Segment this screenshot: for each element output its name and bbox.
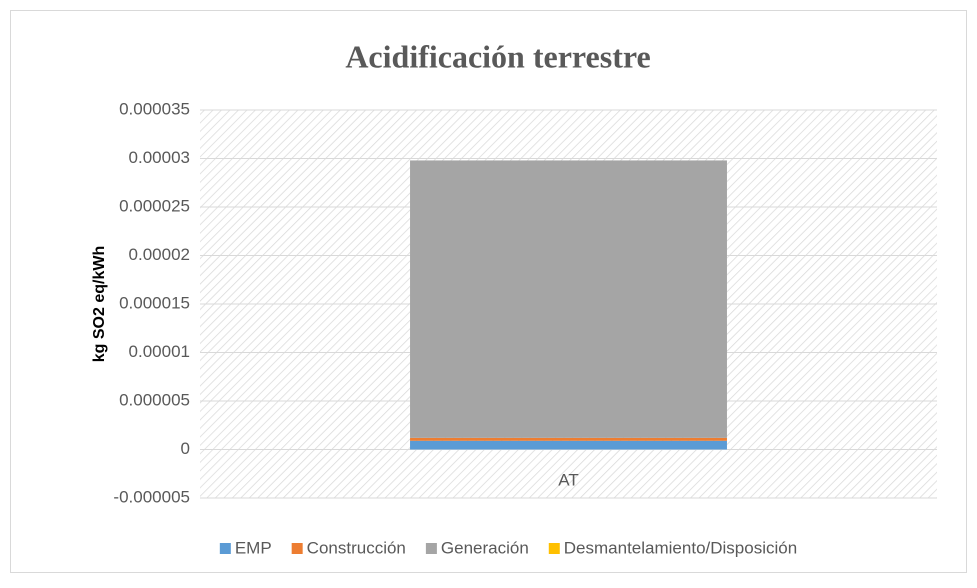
- bar-segment: [410, 437, 727, 441]
- y-tick-label: 0.000015: [119, 293, 190, 312]
- x-tick-label: AT: [558, 470, 578, 489]
- y-tick-label: 0.00001: [129, 342, 190, 361]
- y-tick-label: 0.000005: [119, 390, 190, 409]
- y-tick-label: 0.00003: [129, 148, 190, 167]
- legend-label: EMP: [235, 538, 272, 557]
- legend-swatch: [291, 543, 303, 554]
- legend-swatch: [548, 543, 560, 554]
- legend-label: Generación: [441, 538, 529, 557]
- bar-segment: [410, 440, 727, 450]
- y-tick-label: 0.000025: [119, 196, 190, 215]
- y-tick-label: 0.000035: [119, 99, 190, 118]
- legend-swatch: [219, 543, 231, 554]
- y-tick-label: 0.00002: [129, 245, 190, 264]
- bar-segment: [410, 160, 727, 438]
- y-axis-label: kg SO2 eq/kWh: [91, 246, 108, 362]
- y-tick-label: 0: [181, 439, 190, 458]
- legend-label: Construcción: [307, 538, 406, 557]
- chart-title: Acidificación terrestre: [345, 38, 650, 74]
- legend-label: Desmantelamiento/Disposición: [564, 538, 797, 557]
- y-tick-label: -0.000005: [113, 487, 190, 506]
- legend-swatch: [425, 543, 437, 554]
